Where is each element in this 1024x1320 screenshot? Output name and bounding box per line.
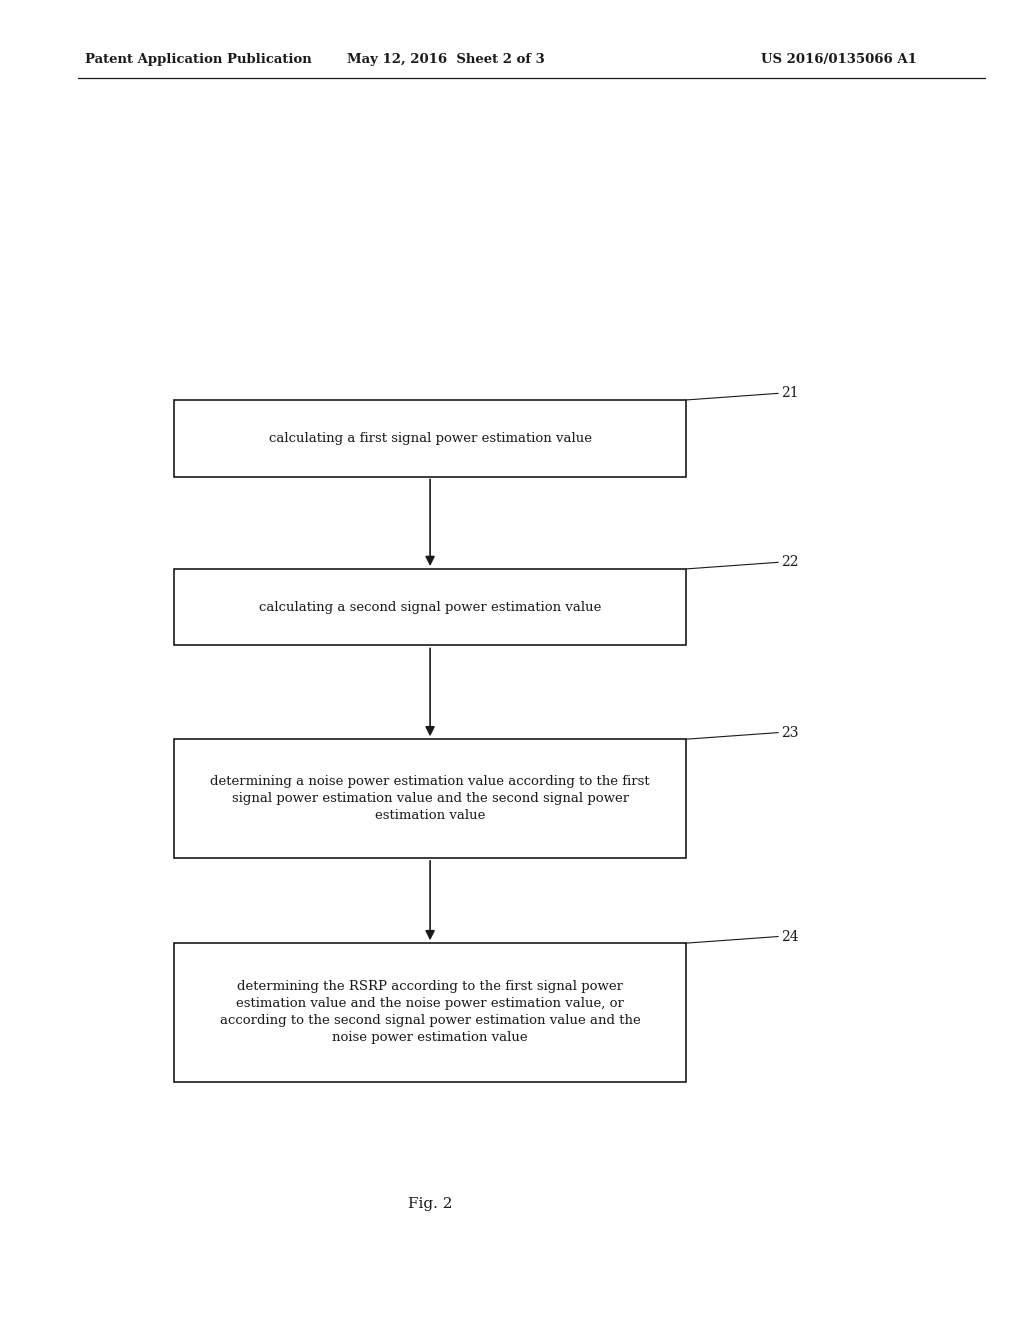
Text: determining the RSRP according to the first signal power
estimation value and th: determining the RSRP according to the fi… — [220, 981, 640, 1044]
Text: 21: 21 — [781, 387, 799, 400]
Text: May 12, 2016  Sheet 2 of 3: May 12, 2016 Sheet 2 of 3 — [346, 53, 545, 66]
Text: 23: 23 — [781, 726, 799, 739]
Text: Patent Application Publication: Patent Application Publication — [85, 53, 311, 66]
Text: US 2016/0135066 A1: US 2016/0135066 A1 — [761, 53, 916, 66]
Bar — [174, 569, 686, 645]
Bar — [174, 942, 686, 1082]
Bar — [174, 400, 686, 477]
Text: calculating a second signal power estimation value: calculating a second signal power estima… — [259, 601, 601, 614]
Text: determining a noise power estimation value according to the first
signal power e: determining a noise power estimation val… — [210, 775, 650, 822]
Text: calculating a first signal power estimation value: calculating a first signal power estimat… — [268, 432, 592, 445]
Text: 22: 22 — [781, 556, 799, 569]
Text: 24: 24 — [781, 929, 799, 944]
Text: Fig. 2: Fig. 2 — [408, 1197, 453, 1210]
Bar — [174, 739, 686, 858]
